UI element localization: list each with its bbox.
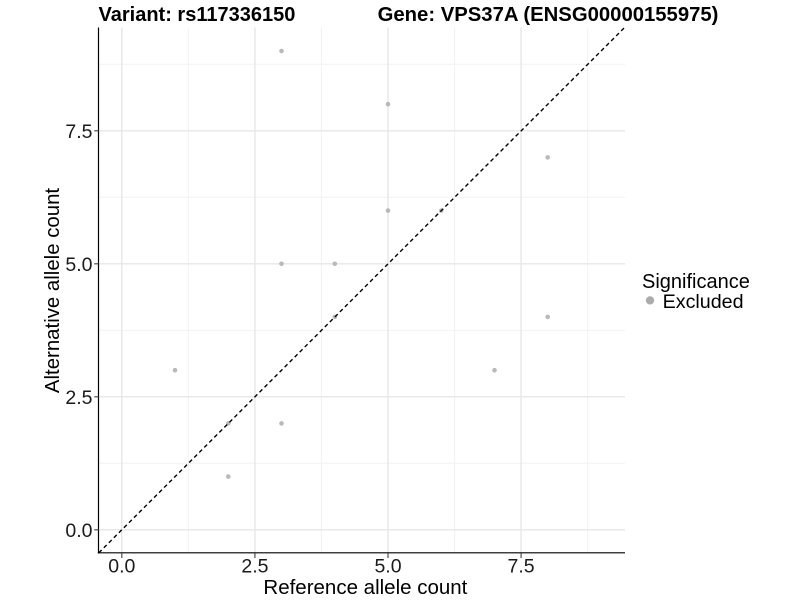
svg-text:Significance: Significance (642, 271, 750, 293)
svg-text:0.0: 0.0 (108, 556, 135, 578)
svg-text:5.0: 5.0 (65, 254, 92, 276)
svg-text:2.5: 2.5 (65, 387, 92, 409)
svg-text:Gene: VPS37A (ENSG00000155975): Gene: VPS37A (ENSG00000155975) (378, 4, 719, 26)
svg-text:5.0: 5.0 (374, 556, 401, 578)
svg-text:2.5: 2.5 (241, 556, 268, 578)
svg-text:0.0: 0.0 (65, 520, 92, 542)
svg-text:Alternative allele count: Alternative allele count (42, 188, 64, 393)
svg-text:Reference allele count: Reference allele count (263, 576, 467, 599)
svg-text:7.5: 7.5 (65, 121, 92, 143)
svg-text:Variant: rs117336150: Variant: rs117336150 (99, 4, 296, 26)
svg-text:7.5: 7.5 (508, 556, 535, 578)
svg-text:Excluded: Excluded (663, 291, 744, 313)
